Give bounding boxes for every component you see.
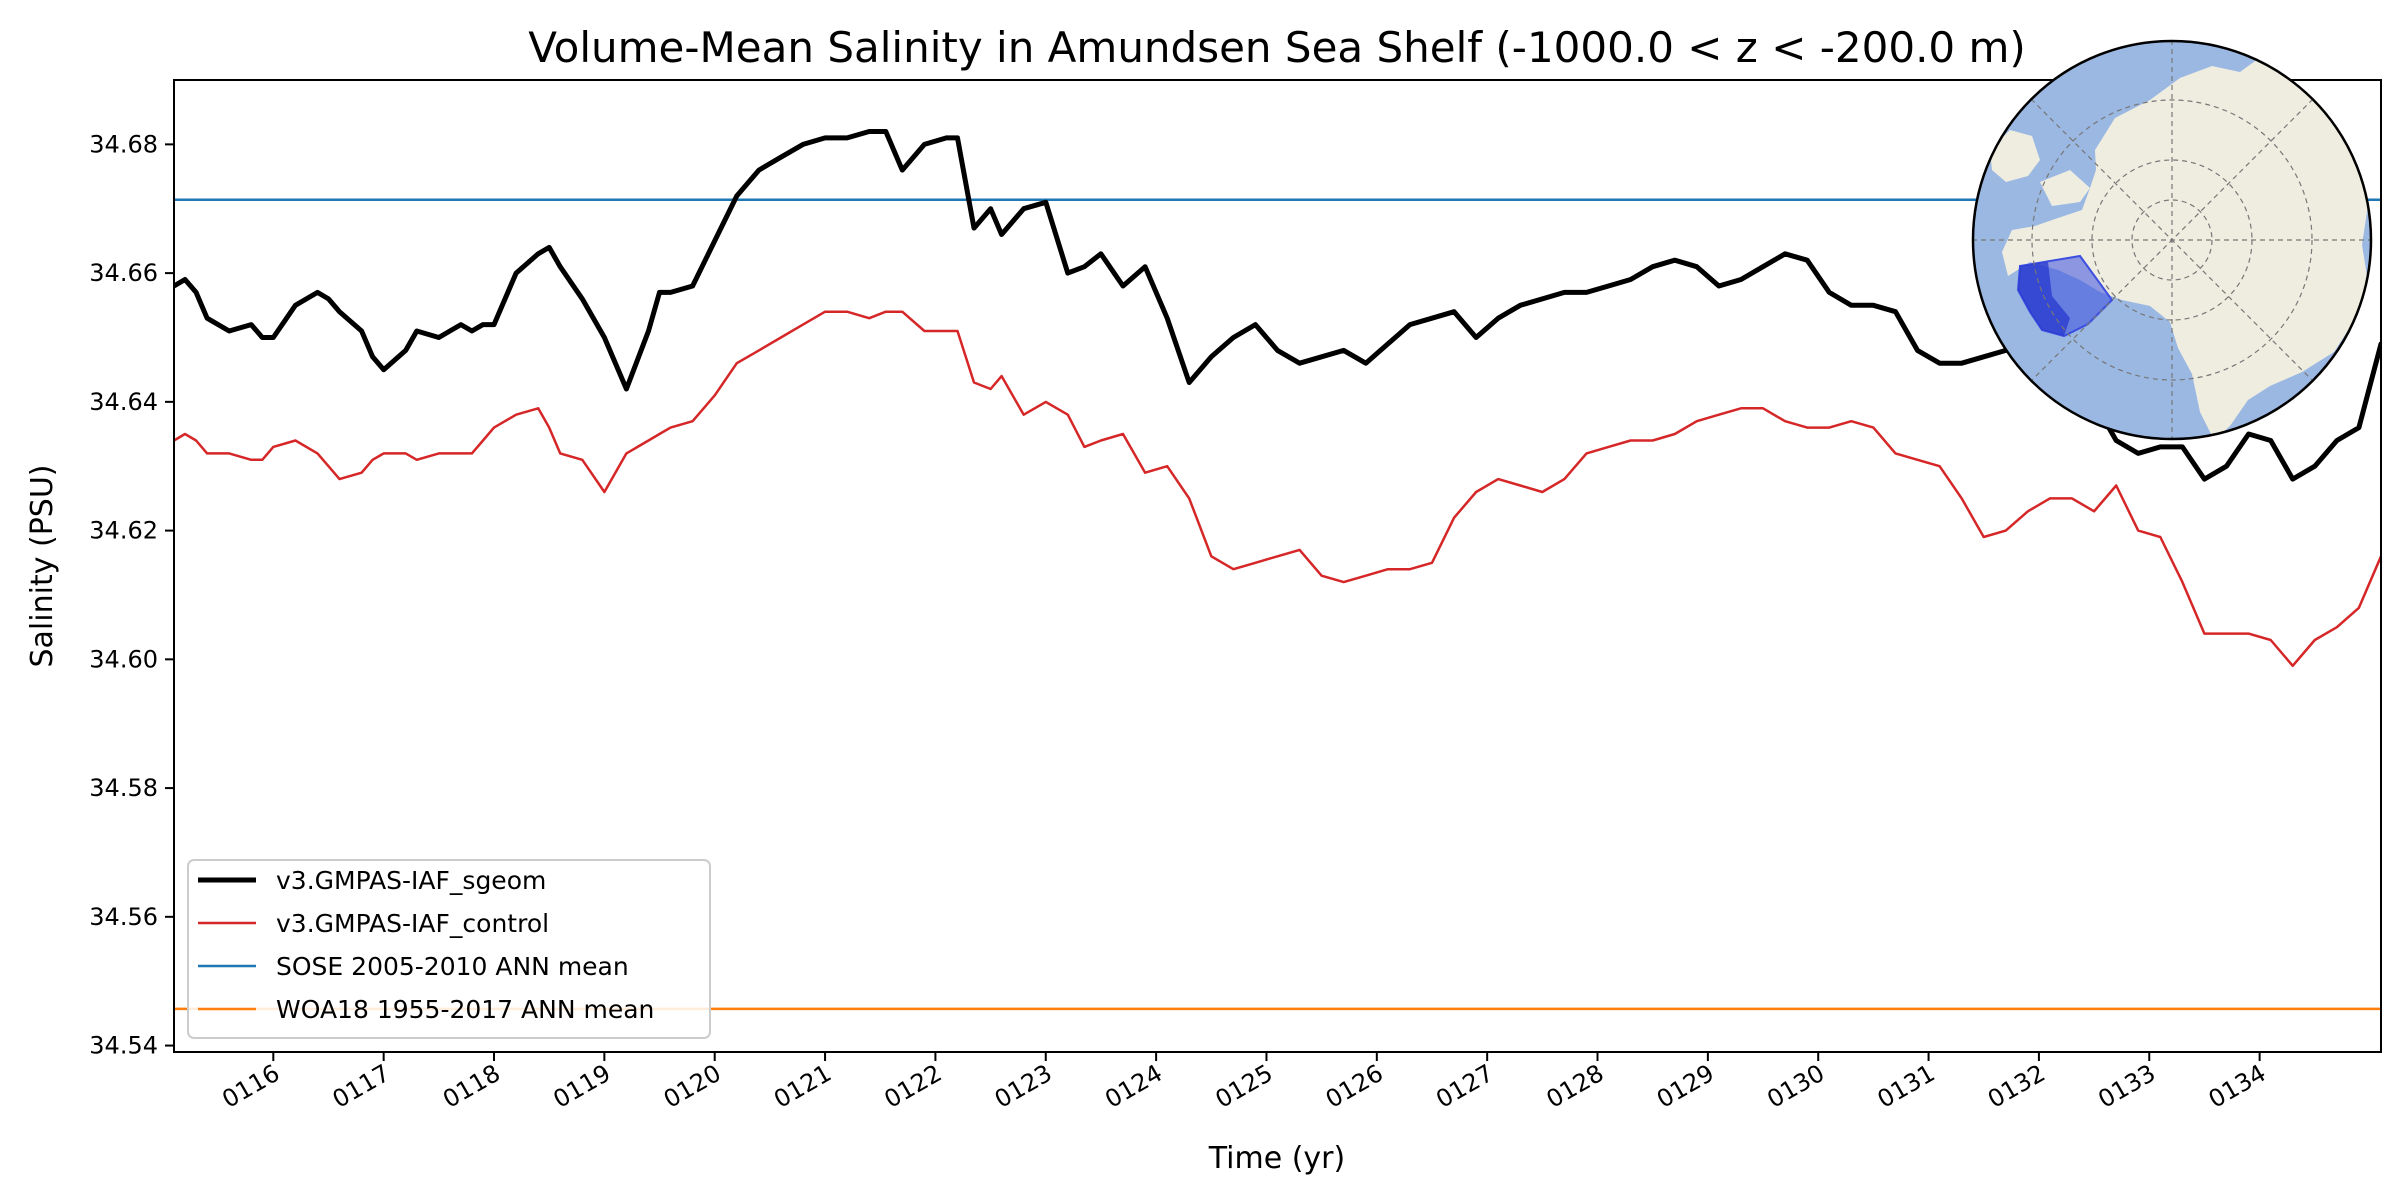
y-tick-label: 34.54 (89, 1032, 158, 1060)
legend: v3.GMPAS-IAF_sgeom v3.GMPAS-IAF_control SO… (187, 859, 711, 1039)
y-tick-label: 34.56 (89, 903, 158, 931)
x-tick-label: 0130 (1762, 1059, 1829, 1114)
y-tick-label: 34.66 (89, 259, 158, 287)
series-line-v3-gmpas-iaf-control (174, 310, 2381, 668)
legend-label-v3-gmpas-iaf-control: v3.GMPAS-IAF_control (276, 909, 549, 938)
x-axis-label: Time (yr) (1208, 1141, 1345, 1176)
y-axis-label: Salinity (PSU) (25, 465, 60, 668)
ice-shelf (2040, 170, 2090, 206)
legend-label-v3-gmpas-iaf-sgeom: v3.GMPAS-IAF_sgeom (276, 866, 546, 895)
legend-box (187, 859, 711, 1039)
y-tick-label: 34.68 (89, 130, 158, 158)
plot-frame (173, 79, 2382, 1053)
antarctica-map-inset (1971, 39, 2373, 441)
y-axis: 34.54 34.56 34.58 34.60 34.62 34.64 34.66 34.68 (89, 130, 174, 1060)
y-tick-label: 34.58 (89, 774, 158, 802)
x-tick-label: 0116 (217, 1059, 284, 1114)
x-tick-label: 0121 (769, 1059, 836, 1114)
x-tick-label: 0128 (1542, 1059, 1609, 1114)
x-tick-label: 0117 (328, 1059, 395, 1114)
x-tick-label: 0120 (659, 1059, 726, 1114)
x-tick-label: 0119 (548, 1059, 615, 1114)
chart-title: Volume-Mean Salinity in Amundsen Sea She… (528, 23, 2026, 72)
map-graticule (1973, 41, 2371, 439)
y-tick-label: 34.62 (89, 517, 158, 545)
map-outline (1971, 39, 2373, 441)
x-tick-label: 0134 (2204, 1059, 2271, 1114)
legend-label-sose-2005-2010-ann-mean: SOSE 2005-2010 ANN mean (276, 952, 629, 981)
x-tick-label: 0132 (1983, 1059, 2050, 1114)
x-tick-label: 0131 (1873, 1059, 1940, 1114)
series-line-v3-gmpas-iaf-sgeom (174, 129, 2381, 482)
y-tick-label: 34.60 (89, 645, 158, 673)
y-tick-label: 34.64 (89, 388, 158, 416)
x-tick-label: 0124 (1100, 1059, 1167, 1114)
x-axis: 0116 0117 0118 0119 0120 0121 0122 0123 0124 0125… (217, 1052, 2271, 1114)
x-tick-label: 0122 (880, 1059, 947, 1114)
x-tick-label: 0133 (2093, 1059, 2160, 1114)
x-tick-label: 0123 (990, 1059, 1057, 1114)
x-tick-label: 0126 (1321, 1059, 1388, 1114)
amundsen-sea-shelf (2018, 262, 2070, 336)
antarctic-peninsula-tip (1990, 130, 2040, 182)
x-tick-label: 0129 (1652, 1059, 1719, 1114)
x-tick-label: 0127 (1431, 1059, 1498, 1114)
x-tick-label: 0118 (438, 1059, 505, 1114)
x-tick-label: 0125 (1211, 1059, 1278, 1114)
legend-label-woa18-1955-2017-ann-mean: WOA18 1955-2017 ANN mean (276, 995, 654, 1024)
